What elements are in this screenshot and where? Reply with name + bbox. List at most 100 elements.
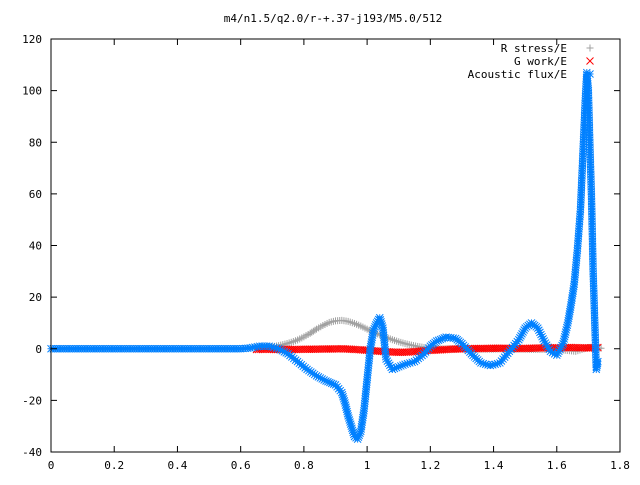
y-tick-label: 100 <box>22 85 42 98</box>
data-point <box>326 345 335 353</box>
legend-label: G work/E <box>514 55 567 68</box>
data-point <box>400 348 409 357</box>
data-point <box>533 344 542 352</box>
data-point <box>322 345 331 353</box>
y-tick-label: -40 <box>22 446 42 459</box>
data-point <box>392 348 401 357</box>
data-point <box>521 344 530 353</box>
data-point <box>594 357 602 366</box>
data-point <box>485 344 494 353</box>
data-point <box>474 344 483 353</box>
x-tick-label: 1.4 <box>484 459 504 472</box>
data-point <box>578 343 587 352</box>
y-tick-label: 60 <box>29 188 42 201</box>
y-tick-label: -20 <box>22 394 42 407</box>
y-tick-label: 80 <box>29 136 42 149</box>
x-tick-label: 1.6 <box>547 459 567 472</box>
data-point <box>571 343 579 352</box>
data-point <box>535 344 543 352</box>
data-point <box>311 326 319 334</box>
data-point <box>294 345 303 354</box>
data-point <box>529 344 538 353</box>
data-point <box>520 344 528 353</box>
data-point <box>398 348 407 357</box>
y-tick-label: 20 <box>29 291 42 304</box>
data-point <box>482 344 490 353</box>
y-tick-label: 0 <box>35 343 42 356</box>
data-point <box>334 344 342 353</box>
data-point <box>531 344 540 352</box>
data-point <box>305 345 314 354</box>
y-tick-label: 40 <box>29 240 42 253</box>
legend-marker <box>586 44 594 52</box>
data-point <box>495 344 504 353</box>
data-point <box>569 343 578 352</box>
plot-frame <box>50 38 621 453</box>
data-point <box>497 344 505 353</box>
data-point <box>319 345 327 353</box>
data-point <box>476 344 485 353</box>
x-tick-label: 1.8 <box>610 459 630 472</box>
data-point <box>525 344 534 353</box>
data-point <box>317 345 325 353</box>
data-point <box>396 348 405 357</box>
data-point <box>470 344 479 353</box>
data-point <box>394 348 403 357</box>
data-point <box>484 344 492 353</box>
data-point <box>580 344 589 352</box>
data-point <box>501 344 509 353</box>
x-tick-label: 0 <box>48 459 55 472</box>
data-point <box>478 344 487 353</box>
data-point <box>301 345 310 354</box>
x-tick-label: 1 <box>364 459 371 472</box>
data-point <box>307 345 316 354</box>
data-point <box>582 344 591 352</box>
data-point <box>290 345 299 354</box>
x-tick-label: 0.2 <box>104 459 124 472</box>
x-tick-label: 1.2 <box>420 459 440 472</box>
x-tick-label: 0.6 <box>231 459 251 472</box>
data-point <box>573 343 581 352</box>
data-point <box>303 345 312 354</box>
data-point <box>567 343 576 352</box>
data-point <box>489 344 498 353</box>
legend-marker <box>586 57 594 65</box>
x-tick-label: 0.8 <box>294 459 314 472</box>
data-point <box>332 345 340 353</box>
data-point <box>449 345 458 353</box>
chart-title: m4/n1.5/q2.0/r-+.37-j193/M5.0/512 <box>224 12 443 25</box>
series-3 <box>47 68 602 443</box>
data-point <box>309 345 318 354</box>
x-tick-label: 0.4 <box>168 459 188 472</box>
data-point <box>576 343 585 352</box>
data-point <box>324 345 333 353</box>
data-point <box>493 344 502 353</box>
legend-label: R stress/E <box>501 42 567 55</box>
data-point <box>313 345 322 354</box>
data-point <box>565 343 574 352</box>
data-point <box>575 343 583 352</box>
data-point <box>453 345 462 353</box>
legend-marker <box>586 70 594 78</box>
data-point <box>330 345 339 353</box>
data-point <box>292 345 301 354</box>
data-point <box>315 345 323 353</box>
y-tick-label: 120 <box>22 33 42 46</box>
data-point <box>296 345 304 354</box>
data-point <box>298 345 306 354</box>
data-point <box>518 344 526 353</box>
series-layer <box>47 68 605 443</box>
legend-label: Acoustic flux/E <box>468 68 567 81</box>
data-point <box>451 345 460 353</box>
data-point <box>328 345 337 353</box>
axis-layer: 0 0.2 0.4 0.6 0.8 1 1.2 1.4 1.6 1.8 -40 -20 0 20 40 60 8… <box>22 33 630 472</box>
data-point <box>311 345 320 354</box>
data-point <box>320 345 329 353</box>
data-point <box>527 344 536 353</box>
data-point <box>480 344 488 353</box>
data-point <box>487 344 496 353</box>
data-point <box>336 344 344 353</box>
